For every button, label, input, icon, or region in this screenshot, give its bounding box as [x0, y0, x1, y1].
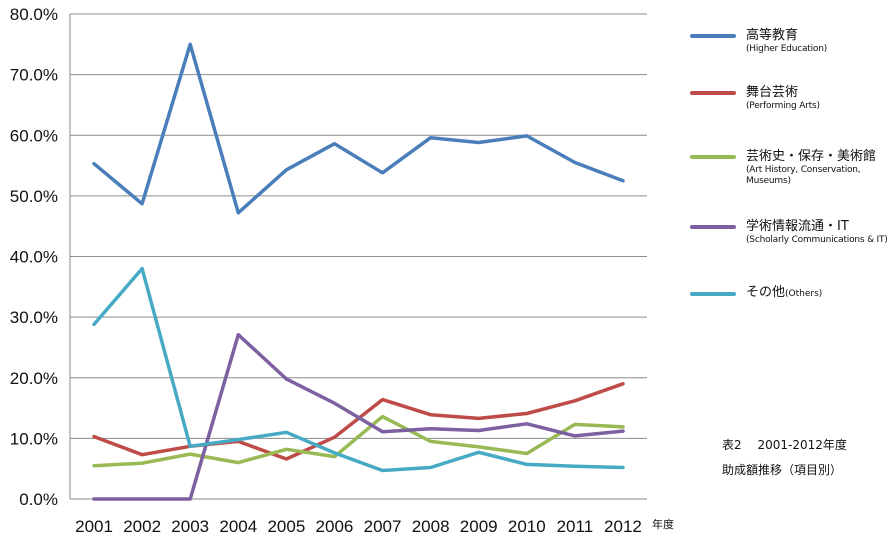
series-line-1	[92, 382, 625, 461]
x-tick-label: 2009	[460, 517, 498, 536]
legend-label-scholarly-communications: 学術情報流通・IT	[746, 219, 849, 234]
legend-swatch-others	[690, 292, 736, 296]
y-tick-label: 60.0%	[10, 126, 58, 145]
x-tick-label: 2006	[316, 517, 354, 536]
y-tick-label: 70.0%	[10, 66, 58, 85]
x-tick-label: 2001	[75, 517, 113, 536]
x-tick-label: 2002	[123, 517, 161, 536]
legend-sublabel-others: (Others)	[785, 289, 823, 299]
legend-label-performing-arts: 舞台芸術	[746, 85, 799, 100]
y-tick-label: 80.0%	[10, 5, 58, 24]
series-lines	[92, 42, 625, 501]
x-tick-label: 2011	[557, 517, 594, 536]
x-tick-label: 2007	[364, 517, 402, 536]
legend-item-scholarly-communications: 学術情報流通・IT (Scholarly Communications & IT…	[690, 219, 896, 285]
legend-item-art-history: 芸術史・保存・美術館 (Art History, Conservation, M…	[690, 149, 896, 219]
x-axis-ticks: 2001 2002 2003 2004 2005 2006 2007 2008 2009 2010…	[75, 517, 642, 536]
y-tick-label: 30.0%	[10, 308, 58, 327]
y-tick-label: 50.0%	[10, 187, 58, 206]
y-tick-label: 20.0%	[10, 369, 58, 388]
series-line-3	[92, 332, 625, 501]
legend-swatch-higher-education	[690, 34, 736, 38]
x-tick-label: 2004	[219, 517, 257, 536]
legend-label-others-main: その他	[746, 285, 786, 300]
legend-sublabel-higher-education: (Higher Education)	[746, 44, 828, 54]
chart-caption: 表2 2001-2012年度 助成額推移（項目別）	[722, 433, 847, 483]
legend-swatch-performing-arts	[690, 91, 736, 95]
legend-label-others: その他(Others)	[746, 285, 896, 302]
y-tick-label: 40.0%	[10, 248, 58, 267]
legend-item-higher-education: 高等教育 (Higher Education)	[690, 28, 896, 78]
legend-label-art-history: 芸術史・保存・美術館	[746, 149, 877, 164]
legend-swatch-art-history	[690, 155, 736, 159]
gridlines	[69, 13, 647, 500]
y-tick-label: 10.0%	[10, 429, 58, 448]
x-tick-label: 2010	[508, 517, 546, 536]
legend-item-performing-arts: 舞台芸術 (Performing Arts)	[690, 85, 896, 149]
y-axis-ticks: 0.0% 10.0% 20.0% 30.0% 40.0% 50.0% 60.0% 70.0% 8…	[10, 5, 58, 509]
x-tick-label: 2003	[171, 517, 209, 536]
series-line-0	[92, 42, 625, 215]
legend-sublabel-performing-arts: (Performing Arts)	[746, 101, 820, 111]
series-line-2	[92, 414, 625, 468]
y-tick-label: 0.0%	[19, 490, 58, 509]
x-axis-unit-label: 年度	[652, 517, 674, 531]
x-tick-label: 2005	[267, 517, 305, 536]
legend-sublabel-scholarly-communications: (Scholarly Communications & IT)	[746, 235, 888, 245]
legend-item-others: その他(Others)	[690, 285, 896, 309]
caption-line-2: 助成額推移（項目別）	[722, 463, 843, 477]
series-line-4	[92, 266, 625, 473]
legend-sublabel-art-history: (Art History, Conservation, Museums)	[746, 165, 861, 186]
legend-swatch-scholarly-communications	[690, 225, 736, 229]
x-tick-label: 2012	[604, 517, 642, 536]
caption-line-1: 表2 2001-2012年度	[722, 438, 847, 452]
legend: 高等教育 (Higher Education) 舞台芸術 (Performing…	[690, 28, 896, 309]
legend-label-higher-education: 高等教育	[746, 28, 799, 43]
x-tick-label: 2008	[412, 517, 450, 536]
